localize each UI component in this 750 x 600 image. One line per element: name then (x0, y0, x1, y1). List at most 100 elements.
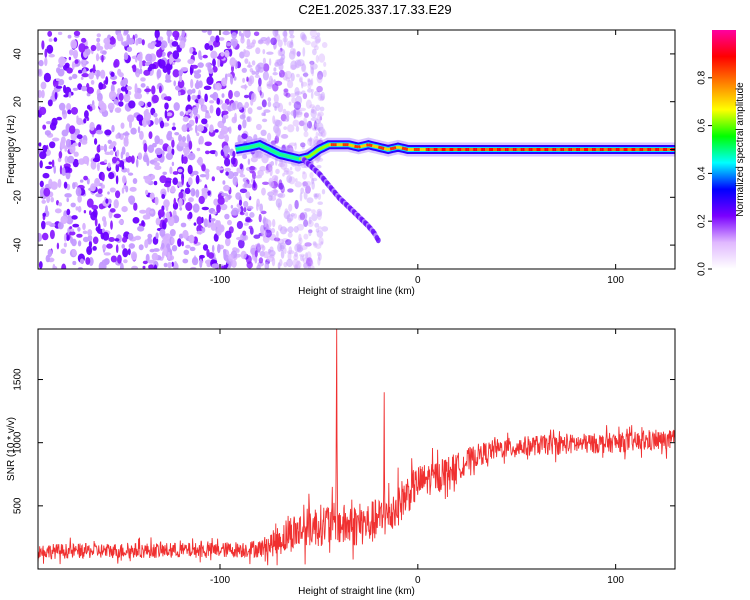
noise-blob (258, 213, 262, 223)
noise-blob (154, 135, 160, 145)
noise-blob (216, 204, 221, 214)
noise-blob (280, 249, 285, 259)
noise-blob (157, 209, 165, 218)
noise-blob (109, 143, 115, 149)
noise-blob (270, 227, 276, 234)
noise-blob (141, 220, 145, 226)
noise-blob (129, 186, 137, 192)
noise-blob (288, 101, 292, 106)
snr-chart: -100 0 100 500 1000 1500 Height of straight li… (6, 328, 676, 597)
trace-blob (375, 237, 381, 244)
noise-blob (159, 120, 165, 129)
noise-blob (104, 159, 108, 163)
noise-blob (50, 181, 58, 190)
noise-blob (157, 37, 161, 41)
noise-blob (310, 66, 314, 75)
noise-blob (81, 73, 89, 78)
noise-blob (267, 97, 272, 102)
noise-blob (254, 74, 260, 78)
noise-blob (187, 164, 193, 175)
colorbar-tick-label: 0.6 (697, 118, 708, 132)
noise-blob (310, 108, 315, 113)
noise-blob (76, 115, 79, 122)
noise-blob (177, 168, 183, 173)
noise-blob (317, 251, 321, 257)
noise-blob (207, 30, 212, 36)
noise-blob (98, 100, 105, 109)
noise-blob (154, 147, 163, 155)
noise-blob (224, 157, 231, 167)
noise-blob (285, 77, 291, 82)
noise-blob (58, 56, 66, 66)
noise-blob (117, 68, 122, 76)
colorbar-label: Normalized spectral amplitude (735, 82, 746, 217)
noise-blob (318, 126, 321, 133)
noise-blob (144, 61, 151, 67)
colorbar-tick-label: 0.8 (697, 70, 708, 84)
noise-blob (182, 229, 189, 239)
noise-blob (290, 60, 298, 70)
noise-blob (243, 30, 250, 37)
noise-blob (186, 134, 190, 142)
noise-blob (243, 207, 247, 213)
noise-blob (310, 78, 314, 86)
noise-blob (236, 167, 241, 174)
noise-blob (300, 211, 308, 220)
noise-blob (243, 94, 250, 99)
noise-blob (189, 246, 196, 252)
noise-blob (317, 201, 324, 205)
noise-blob (286, 175, 293, 183)
noise-blob (266, 51, 274, 55)
noise-blob (78, 43, 86, 53)
noise-blob (123, 138, 129, 147)
noise-blob (242, 119, 247, 129)
noise-blob (167, 67, 171, 75)
noise-blob (312, 241, 317, 246)
y-tick-label: 0 (13, 146, 24, 152)
noise-blob (69, 231, 76, 236)
noise-blob (302, 171, 306, 175)
noise-blob (269, 167, 273, 177)
noise-blob (130, 127, 137, 135)
noise-blob (41, 40, 45, 50)
noise-blob (221, 93, 225, 98)
noise-blob (161, 42, 165, 51)
noise-blob (256, 203, 259, 211)
noise-blob (181, 142, 188, 147)
noise-blob (256, 264, 261, 269)
carrier-core-segment (383, 147, 387, 151)
noise-blob (122, 248, 129, 258)
noise-blob (118, 92, 124, 102)
noise-blob (220, 51, 225, 57)
noise-blob (71, 215, 78, 220)
noise-blob (230, 75, 234, 85)
noise-blob (46, 194, 51, 204)
noise-blob (282, 173, 285, 177)
noise-blob (228, 89, 233, 100)
noise-blob (107, 162, 111, 169)
noise-blob (139, 59, 143, 69)
noise-blob (247, 158, 251, 165)
noise-blob (77, 205, 82, 213)
noise-blob (38, 142, 42, 147)
noise-blob (116, 32, 123, 42)
noise-blob (262, 57, 266, 65)
noise-blob (42, 124, 47, 130)
spectrogram-chart: -100 0 100 -40 -20 0 20 40 Height of straight li… (6, 29, 746, 297)
noise-blob (221, 77, 228, 87)
noise-blob (96, 145, 101, 153)
noise-blob (139, 209, 147, 214)
noise-blob (81, 139, 88, 145)
noise-blob (113, 98, 118, 105)
noise-blob (220, 130, 226, 135)
carrier-core-segment (272, 150, 277, 154)
noise-blob (192, 203, 200, 213)
noise-blob (49, 141, 56, 149)
noise-blob (201, 30, 208, 33)
noise-blob (302, 182, 309, 188)
noise-blob (316, 32, 321, 37)
noise-blob (284, 208, 288, 214)
noise-blob (301, 33, 307, 42)
carrier-core-segment (358, 145, 361, 149)
noise-blob (68, 56, 72, 61)
